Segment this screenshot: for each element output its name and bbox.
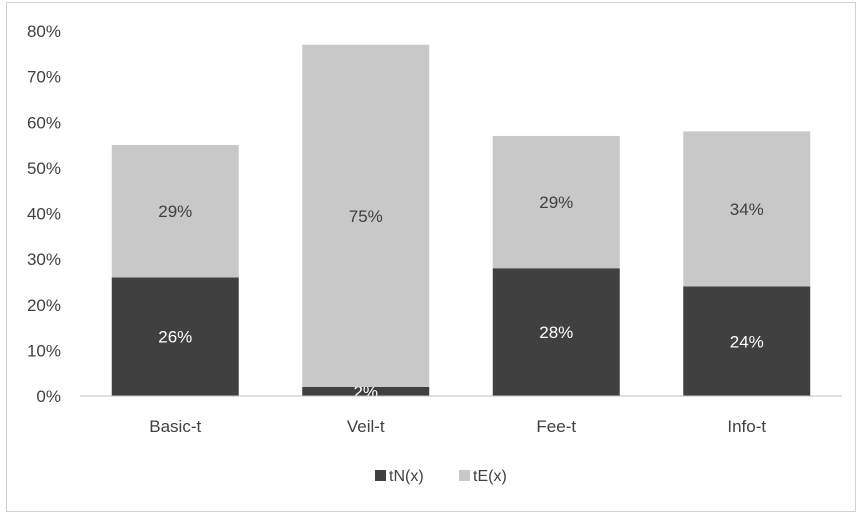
y-tick-label: 10% (27, 341, 61, 360)
y-tick-label: 60% (27, 113, 61, 132)
bar-segment (492, 135, 620, 269)
bar-segment (111, 145, 239, 278)
bar-segment (683, 286, 811, 396)
data-label: 29% (158, 202, 192, 221)
x-axis-labels: Basic-t Veil-t Fee-t Info-t (149, 417, 766, 436)
x-category-label: Veil-t (347, 417, 385, 436)
bars: 26% 29% 2% 75% 28% 29% 24% 34% (111, 44, 811, 401)
data-label: 26% (158, 328, 192, 347)
bar-segment (111, 277, 239, 396)
legend-label: tE(x) (473, 468, 507, 485)
legend-label: tN(x) (389, 468, 424, 485)
data-label: 29% (539, 193, 573, 212)
y-tick-label: 50% (27, 159, 61, 178)
data-label: 2% (353, 382, 378, 401)
y-tick-label: 30% (27, 250, 61, 269)
y-tick-label: 0% (36, 387, 61, 406)
data-label: 24% (730, 332, 764, 351)
bar-segment (492, 268, 620, 396)
y-axis-ticks: 0% 10% 20% 30% 40% 50% 60% 70% 80% (27, 22, 61, 406)
legend-swatch (375, 470, 386, 481)
x-category-label: Basic-t (149, 417, 201, 436)
data-label: 34% (730, 200, 764, 219)
x-category-label: Fee-t (536, 417, 576, 436)
y-tick-label: 70% (27, 68, 61, 87)
data-label: 75% (349, 207, 383, 226)
y-tick-label: 20% (27, 296, 61, 315)
y-tick-label: 40% (27, 205, 61, 224)
bar-segment (302, 386, 430, 396)
bar-segment (302, 44, 430, 387)
legend-swatch (459, 470, 470, 481)
data-label: 28% (539, 323, 573, 342)
y-tick-label: 80% (27, 22, 61, 41)
bar-segment (683, 131, 811, 287)
x-category-label: Info-t (727, 417, 766, 436)
legend: tN(x) tE(x) (375, 468, 507, 485)
